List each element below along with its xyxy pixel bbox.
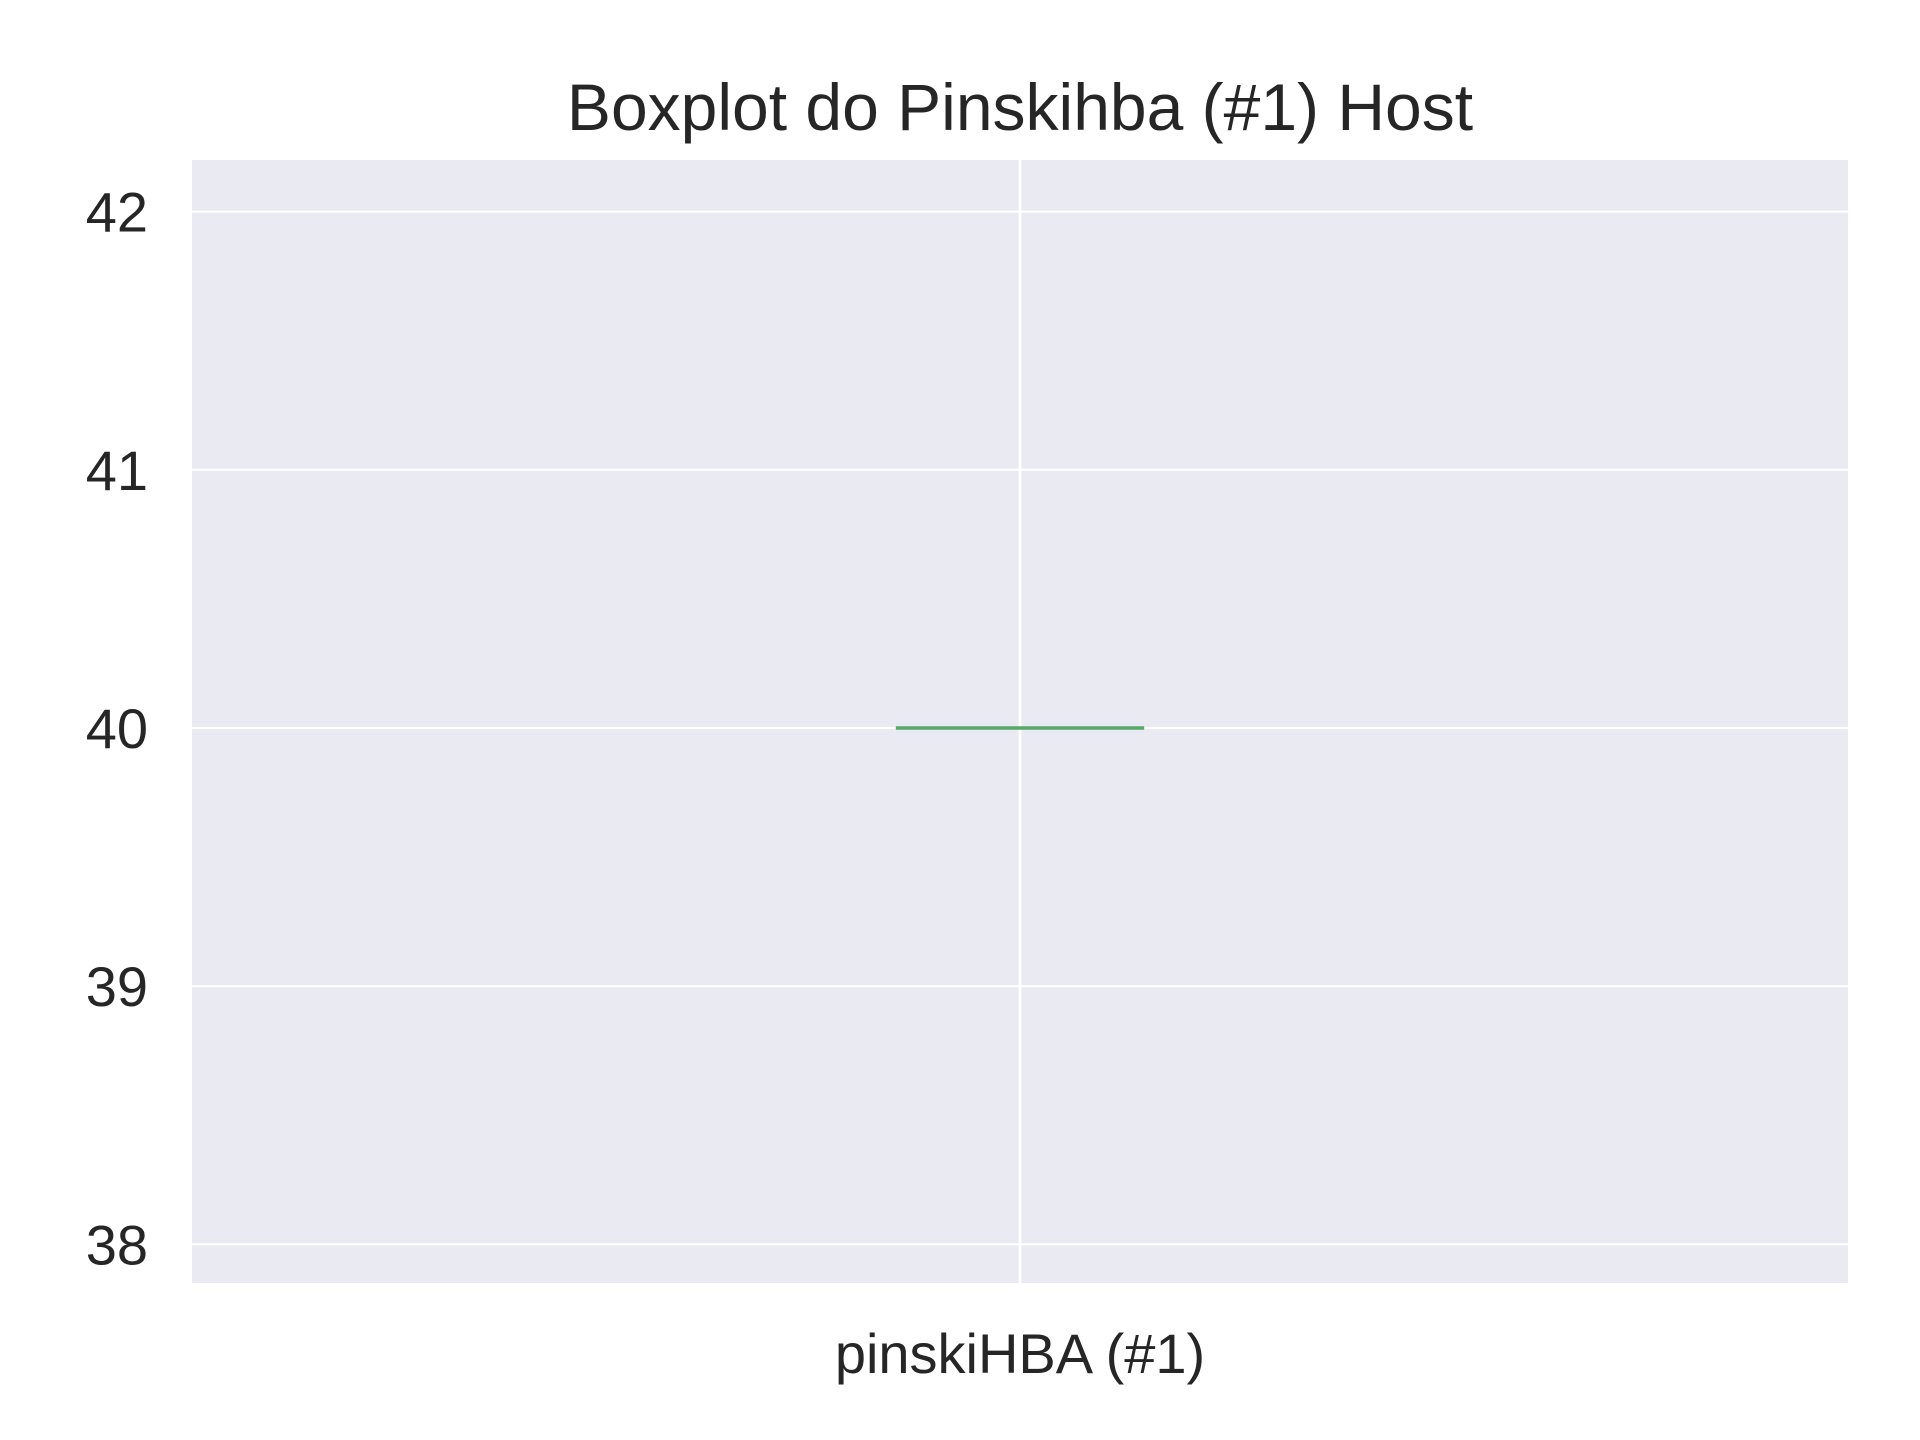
x-tick-label: pinskiHBA (#1) (835, 1322, 1205, 1385)
y-tick-label: 41 (86, 439, 148, 502)
y-tick-label: 42 (86, 181, 148, 244)
y-tick-label: 40 (86, 697, 148, 760)
chart-title: Boxplot do Pinskihba (#1) Host (567, 70, 1473, 144)
y-tick-label: 38 (86, 1213, 148, 1276)
y-tick-labels: 38 39 40 41 42 (86, 181, 148, 1277)
x-tick-labels: pinskiHBA (#1) (835, 1322, 1205, 1385)
y-tick-label: 39 (86, 955, 148, 1018)
